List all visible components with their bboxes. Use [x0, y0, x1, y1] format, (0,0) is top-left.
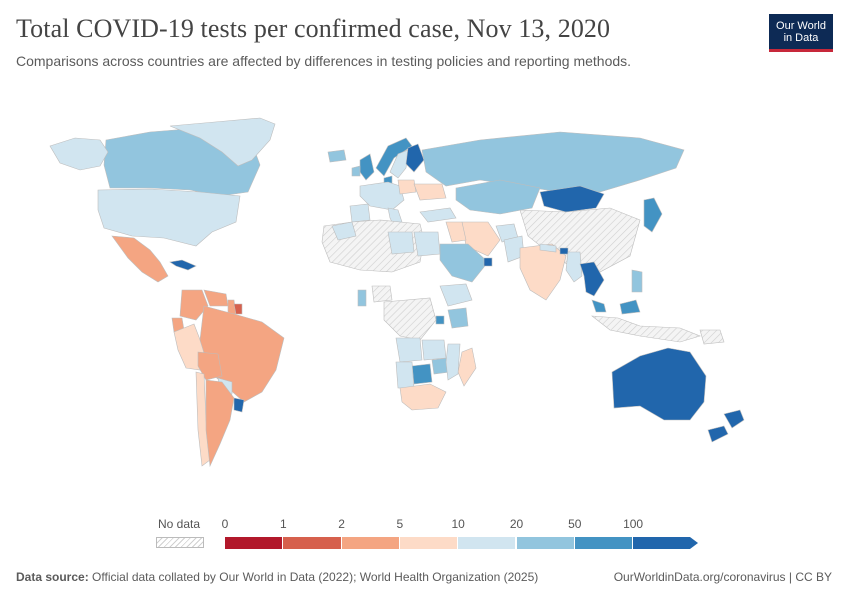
legend-no-data-swatch[interactable] — [156, 537, 204, 548]
logo-line-2: in Data — [783, 32, 819, 44]
region-thailand[interactable]: Thailand — [579, 261, 605, 297]
region-iraq[interactable]: Iraq — [445, 221, 467, 243]
region-ethiopia[interactable]: Ethiopia — [439, 283, 473, 307]
region-south-africa[interactable]: South Africa — [399, 383, 447, 411]
legend-no-data-label: No data — [158, 517, 201, 531]
region-cuba[interactable]: Cuba — [169, 259, 197, 271]
legend-bin[interactable] — [574, 537, 633, 549]
region-greenland[interactable]: Greenland — [169, 117, 276, 167]
region-angola[interactable]: Angola — [395, 337, 423, 363]
region-uruguay[interactable]: Uruguay — [233, 397, 245, 413]
legend-tick: 1 — [279, 517, 287, 531]
region-suriname[interactable]: Suriname — [233, 303, 243, 315]
region-zambia[interactable]: Zambia — [421, 339, 447, 361]
region-nigeria[interactable]: Nigeria — [371, 285, 393, 303]
legend-bin[interactable] — [283, 537, 341, 549]
region-poland[interactable]: Poland — [397, 179, 417, 195]
region-philippines[interactable]: Philippines — [631, 269, 643, 293]
legend-tick: 2 — [338, 517, 345, 531]
region-ghana[interactable]: Ghana — [357, 289, 367, 307]
region-morocco[interactable]: Morocco — [331, 221, 357, 241]
legend-bin[interactable] — [225, 537, 283, 549]
region-kazakhstan[interactable]: Kazakhstan — [455, 179, 541, 215]
legend-bin[interactable] — [633, 537, 691, 549]
region-botswana[interactable]: Botswana — [411, 363, 433, 385]
region-japan[interactable]: Japan — [643, 197, 663, 233]
region-norway[interactable]: Norway — [375, 137, 413, 177]
region-australia[interactable]: Australia — [611, 347, 707, 421]
data-source-label: Data source: — [16, 570, 89, 584]
legend-tick: 20 — [509, 517, 524, 531]
region-namibia[interactable]: Namibia — [395, 361, 415, 389]
region-ireland[interactable]: Ireland — [351, 165, 361, 177]
chart-subtitle: Comparisons across countries are affecte… — [16, 53, 632, 69]
region-bolivia[interactable]: Bolivia — [197, 351, 223, 381]
legend-bin[interactable] — [458, 537, 516, 549]
region-ukraine[interactable]: Ukraine — [413, 183, 447, 201]
legend-arrow — [690, 537, 699, 549]
region-united-kingdom[interactable]: United Kingdom — [359, 153, 375, 181]
legend-tick: 0 — [221, 517, 229, 531]
legend-tick: 5 — [396, 517, 404, 531]
region-russia[interactable]: Russia — [421, 131, 685, 193]
region-mongolia[interactable]: Mongolia — [539, 185, 605, 213]
region-nepal[interactable]: Nepal — [539, 243, 557, 253]
region-papua-new-guinea[interactable]: Papua New Guinea — [699, 329, 725, 345]
region-indonesia[interactable]: Indonesia — [591, 315, 701, 343]
legend-bin[interactable] — [516, 537, 574, 549]
region-bhutan[interactable]: Bhutan — [559, 247, 569, 255]
region-alaska[interactable]: Alaska — [49, 137, 109, 171]
region-kenya[interactable]: Kenya — [447, 307, 469, 329]
region-finland[interactable]: Finland — [405, 143, 425, 173]
region-iceland[interactable]: Iceland — [327, 149, 347, 163]
legend-bin[interactable] — [341, 537, 399, 549]
region-uae[interactable]: UAE — [483, 257, 493, 267]
region-mexico[interactable]: Mexico — [111, 235, 169, 283]
region-rwanda[interactable]: Rwanda — [435, 315, 445, 325]
region-saudi-arabia[interactable]: Saudi Arabia — [439, 243, 489, 283]
region-india[interactable]: India — [519, 243, 567, 301]
legend-tick: 10 — [451, 517, 465, 531]
region-turkey[interactable]: Turkey — [419, 207, 457, 223]
data-source: Data source: Official data collated by O… — [16, 570, 538, 584]
region-libya[interactable]: Libya — [387, 231, 415, 255]
legend-bin[interactable] — [399, 537, 458, 549]
region-central-africa[interactable]: Central Africa — [383, 297, 437, 341]
region-spain[interactable]: Spain — [349, 203, 371, 223]
chart-title: Total COVID-19 tests per confirmed case,… — [16, 14, 611, 43]
region-china[interactable]: China — [519, 207, 641, 273]
legend-tick: 100 — [623, 517, 644, 531]
region-colombia[interactable]: Colombia — [179, 289, 209, 321]
region-malaysia[interactable]: Malaysia — [591, 299, 641, 315]
region-madagascar[interactable]: Madagascar — [457, 347, 477, 387]
region-western-europe[interactable]: Western Europe — [359, 181, 405, 211]
region-myanmar[interactable]: Myanmar — [565, 251, 583, 283]
legend-tick: 50 — [568, 517, 582, 531]
region-new-zealand[interactable]: New Zealand — [707, 409, 745, 443]
region-egypt[interactable]: Egypt — [413, 231, 441, 257]
data-source-text: Official data collated by Our World in D… — [92, 570, 539, 584]
region-venezuela[interactable]: Venezuela — [203, 289, 229, 307]
owid-logo[interactable]: Our World in Data — [769, 14, 833, 52]
region-mozambique[interactable]: Mozambique — [445, 343, 461, 381]
region-united-states[interactable]: United States — [97, 188, 241, 247]
logo-line-1: Our World — [776, 20, 826, 32]
source-link[interactable]: OurWorldinData.org/coronavirus | CC BY — [613, 570, 832, 584]
region-argentina[interactable]: Argentina — [205, 379, 235, 468]
